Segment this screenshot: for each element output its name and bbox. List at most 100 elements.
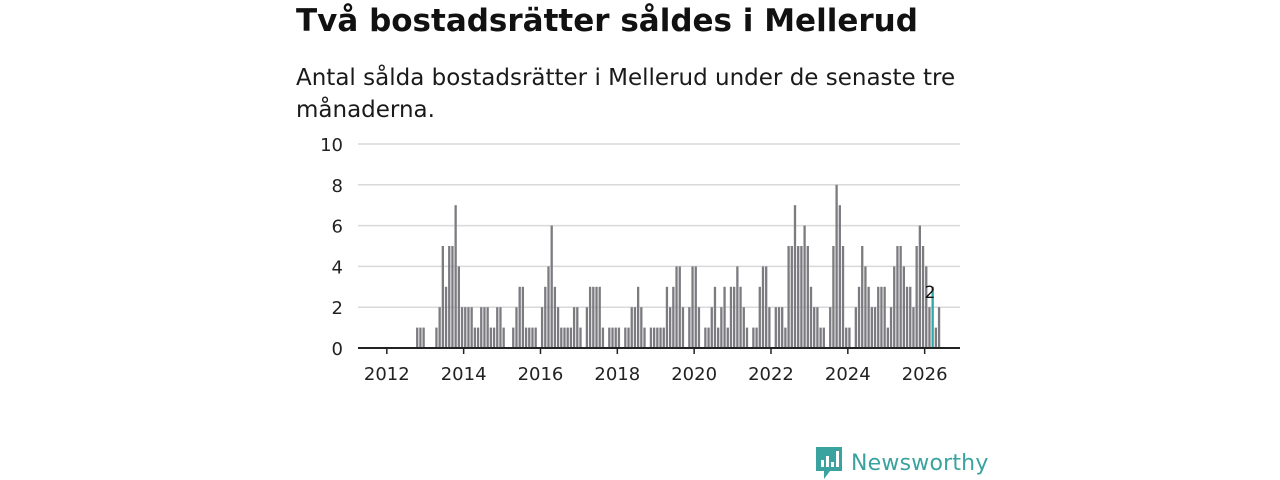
bar (656, 327, 659, 348)
labels: 0 2 4 6 8 10 2 2012 2014 2016 2018 2020 2022 2024 2026 (320, 135, 947, 385)
bar (710, 307, 713, 348)
bar (889, 307, 893, 348)
bar (800, 246, 803, 348)
bar (460, 307, 464, 348)
bar (492, 327, 496, 348)
brand-name: Newsworthy (851, 450, 989, 476)
bar (822, 327, 825, 348)
bar (803, 225, 806, 348)
bar (832, 246, 835, 348)
bar (451, 246, 454, 348)
x-tick-label: 2022 (748, 364, 794, 385)
bar (713, 286, 717, 348)
bar (797, 246, 800, 348)
bar (569, 327, 573, 348)
bar (819, 327, 822, 348)
bar (592, 286, 595, 348)
bar-chart: 0 2 4 6 8 10 2 2012 2014 2016 2018 2020 2022 2024 2026 (320, 135, 960, 385)
bar (681, 307, 685, 348)
bar (745, 327, 749, 348)
bar (793, 205, 797, 348)
bar (729, 286, 733, 348)
bar (422, 327, 425, 348)
x-tick-label: 2016 (518, 364, 564, 385)
bar (560, 327, 563, 348)
bar (755, 327, 758, 348)
bar (867, 286, 870, 348)
bar (854, 307, 857, 348)
bar (857, 286, 861, 348)
bar (643, 327, 646, 348)
bar (547, 266, 550, 348)
bar (476, 327, 480, 348)
bar (861, 246, 864, 348)
bar (886, 327, 889, 348)
bar (835, 184, 838, 348)
bar (733, 286, 736, 348)
bar (893, 266, 896, 348)
bar (739, 286, 742, 348)
bar (829, 307, 832, 348)
x-tick-label: 2012 (364, 364, 410, 385)
bar (806, 246, 809, 348)
bar (688, 307, 691, 348)
bar (419, 327, 422, 348)
y-tick-label: 6 (332, 217, 343, 238)
x-tick-label: 2018 (594, 364, 640, 385)
bar (464, 307, 467, 348)
bar (534, 327, 537, 348)
bar (550, 225, 553, 348)
bar (515, 307, 518, 348)
bar (774, 307, 777, 348)
bar (723, 286, 726, 348)
bar (781, 307, 784, 348)
bar (649, 327, 653, 348)
bar (457, 266, 460, 348)
bar (499, 307, 502, 348)
x-tick-label: 2014 (441, 364, 487, 385)
bar (899, 246, 902, 348)
bar (665, 286, 669, 348)
bar (521, 286, 525, 348)
bar (694, 266, 697, 348)
bar (473, 327, 477, 348)
newsworthy-logo[interactable]: Newsworthy (815, 446, 989, 480)
bar (921, 246, 925, 348)
bar (566, 327, 569, 348)
bar (758, 286, 761, 348)
bar (784, 327, 787, 348)
bar (627, 327, 630, 348)
bar (880, 286, 883, 348)
y-tick-label: 10 (320, 135, 343, 156)
bar (675, 266, 678, 348)
bar (768, 307, 771, 348)
bar (438, 307, 441, 348)
bar (556, 307, 560, 348)
bar (717, 327, 720, 348)
bar (454, 205, 457, 348)
x-tick-label: 2026 (902, 364, 948, 385)
bar (905, 286, 909, 348)
bar (848, 327, 851, 348)
bar (480, 307, 483, 348)
bar (636, 286, 640, 348)
bar (601, 327, 605, 348)
bar (608, 327, 611, 348)
bar (707, 327, 710, 348)
bars (416, 184, 941, 348)
bar (813, 307, 816, 348)
bar (652, 327, 656, 348)
highlight-value-label: 2 (925, 283, 936, 303)
bar (467, 307, 470, 348)
bar (873, 307, 877, 348)
bar (864, 266, 867, 348)
chart-subtitle: Antal sålda bostadsrätter i Mellerud und… (296, 65, 956, 123)
bar (633, 307, 637, 348)
bar (611, 327, 614, 348)
bar (691, 266, 694, 348)
bar (777, 307, 781, 348)
bar (576, 307, 579, 348)
x-tick-label: 2020 (671, 364, 717, 385)
bar (697, 307, 701, 348)
bar (765, 266, 768, 348)
